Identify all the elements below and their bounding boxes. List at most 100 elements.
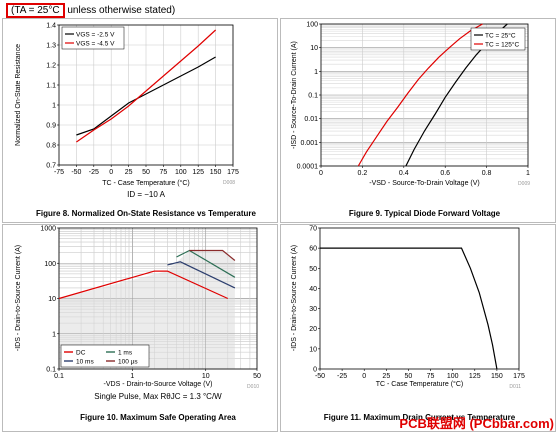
x-tick-label: 1 bbox=[130, 373, 134, 380]
y-tick-label: 0.7 bbox=[46, 163, 56, 170]
x-tick-label: 0 bbox=[362, 373, 366, 380]
y-axis-label: -IDS - Drain-to-Source Current (A) bbox=[291, 245, 298, 351]
y-tick-label: 0.9 bbox=[46, 123, 56, 130]
series-line-0 bbox=[76, 56, 216, 136]
y-tick-label: 10 bbox=[309, 346, 317, 353]
chart-code: D008 bbox=[223, 180, 235, 186]
x-tick-label: 0.1 bbox=[54, 373, 64, 380]
series-line-0 bbox=[58, 270, 229, 300]
x-tick-label: 0 bbox=[109, 169, 113, 176]
series-line-1 bbox=[357, 23, 483, 167]
y-tick-label: 1.1 bbox=[46, 83, 56, 90]
y-tick-label: 1.3 bbox=[46, 43, 56, 50]
y-tick-label: 100 bbox=[306, 22, 318, 29]
chart-fig9 bbox=[319, 23, 529, 168]
y-tick-label: 50 bbox=[309, 266, 317, 273]
y-tick-label: 0.001 bbox=[300, 140, 318, 147]
legend-label: 100 µs bbox=[118, 359, 138, 366]
chart-fig10 bbox=[57, 227, 258, 371]
x-tick-label: 10 bbox=[202, 373, 210, 380]
x-tick-label: -25 bbox=[337, 373, 347, 380]
watermark-text: PCB联盟网 (PCbbar.com) bbox=[399, 416, 554, 431]
y-tick-label: 0.1 bbox=[308, 93, 318, 100]
legend-box bbox=[61, 26, 125, 50]
series-line-0 bbox=[320, 247, 498, 370]
condition-box: (TA = 25°C bbox=[6, 3, 65, 18]
figure-caption: Figure 9. Typical Diode Forward Voltage bbox=[349, 209, 501, 218]
x-tick-label: 0.2 bbox=[358, 170, 368, 177]
panel-fig10 bbox=[2, 224, 278, 432]
x-tick-label: 100 bbox=[175, 169, 187, 176]
chart-note: ID = −10 A bbox=[127, 190, 165, 199]
y-tick-label: 1 bbox=[52, 331, 56, 338]
y-tick-label: 60 bbox=[309, 246, 317, 253]
x-tick-label: 100 bbox=[447, 373, 459, 380]
y-tick-label: 1.4 bbox=[46, 23, 56, 30]
x-axis-label: -VSD - Source-To-Drain Voltage (V) bbox=[369, 180, 479, 187]
y-tick-label: 70 bbox=[309, 226, 317, 233]
x-tick-label: -50 bbox=[71, 169, 81, 176]
y-tick-label: 0.0001 bbox=[297, 164, 319, 171]
y-tick-label: 1 bbox=[52, 103, 56, 110]
figure-caption: Figure 11. Maximum Drain Current vs Temp… bbox=[324, 413, 516, 422]
x-tick-label: -25 bbox=[89, 169, 99, 176]
x-tick-label: 50 bbox=[405, 373, 413, 380]
x-tick-label: 50 bbox=[253, 373, 261, 380]
x-tick-label: 0.4 bbox=[399, 170, 409, 177]
x-tick-label: -50 bbox=[315, 373, 325, 380]
chart-note: Single Pulse, Max RθJC = 1.3 °C/W bbox=[94, 392, 222, 401]
y-tick-label: 10 bbox=[48, 296, 56, 303]
chart-code: D010 bbox=[247, 384, 259, 390]
y-axis-label: Normalized On-State Resistance bbox=[15, 44, 22, 146]
series-line-1 bbox=[76, 29, 217, 143]
legend-label: DC bbox=[76, 350, 86, 357]
x-tick-label: 25 bbox=[125, 169, 133, 176]
chart-fig8 bbox=[57, 24, 234, 167]
panel-fig8 bbox=[2, 18, 278, 223]
plot-frame bbox=[319, 227, 520, 370]
x-tick-label: 75 bbox=[427, 373, 435, 380]
y-tick-label: 1000 bbox=[40, 226, 56, 233]
chart-code: D011 bbox=[509, 384, 521, 390]
y-tick-label: 10 bbox=[310, 45, 318, 52]
x-tick-label: 175 bbox=[227, 169, 239, 176]
x-axis-label: -VDS - Drain-to-Source Voltage (V) bbox=[104, 381, 213, 388]
x-tick-label: 125 bbox=[469, 373, 481, 380]
chart-code: D009 bbox=[518, 181, 530, 187]
x-tick-label: 150 bbox=[210, 169, 222, 176]
legend-label: 10 ms bbox=[76, 359, 94, 366]
x-axis-label: TC - Case Temperature (°C) bbox=[376, 380, 463, 388]
x-tick-label: 75 bbox=[160, 169, 168, 176]
panel-fig11 bbox=[280, 224, 556, 432]
x-tick-label: 1 bbox=[526, 170, 530, 177]
figure-caption: Figure 8. Normalized On-State Resistance… bbox=[36, 209, 256, 218]
legend-label: VGS = -4.5 V bbox=[76, 41, 115, 48]
y-tick-label: 0.1 bbox=[46, 367, 56, 374]
x-tick-label: 25 bbox=[382, 373, 390, 380]
x-tick-label: 0 bbox=[319, 170, 323, 177]
series-line-1 bbox=[167, 261, 236, 289]
x-axis-label: TC - Case Temperature (°C) bbox=[102, 179, 189, 187]
figure-caption: Figure 10. Maximum Safe Operating Area bbox=[80, 413, 236, 422]
legend-box bbox=[60, 344, 150, 368]
x-tick-label: 150 bbox=[491, 373, 503, 380]
y-tick-label: 1 bbox=[314, 69, 318, 76]
legend-label: TC = 25°C bbox=[485, 32, 516, 40]
legend-label: 1 ms bbox=[118, 350, 133, 357]
y-tick-label: 0 bbox=[313, 367, 317, 374]
y-tick-label: 40 bbox=[309, 286, 317, 293]
plot-area bbox=[320, 228, 519, 369]
y-tick-label: 100 bbox=[44, 261, 56, 268]
x-tick-label: 175 bbox=[513, 373, 525, 380]
y-axis-label: -ISD - Source-To-Drain Current (A) bbox=[291, 41, 298, 149]
x-tick-label: -75 bbox=[54, 169, 64, 176]
y-tick-label: 0.01 bbox=[304, 116, 318, 123]
legend-box bbox=[470, 27, 526, 51]
legend-label: TC = 125°C bbox=[485, 41, 520, 49]
test-condition-header: (TA = 25°C unless otherwise stated) bbox=[6, 3, 175, 18]
x-tick-label: 0.8 bbox=[482, 170, 492, 177]
condition-rest: unless otherwise stated) bbox=[67, 5, 176, 16]
x-tick-label: 0.6 bbox=[440, 170, 450, 177]
chart-fig11 bbox=[318, 227, 520, 371]
